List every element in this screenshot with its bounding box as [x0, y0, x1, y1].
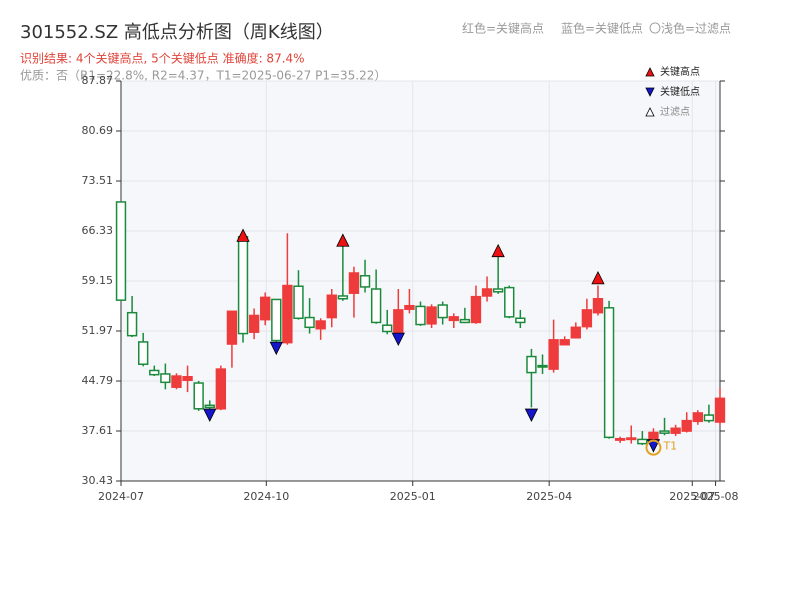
y-tick-label: 51.97	[82, 324, 114, 337]
candle-body	[559, 339, 570, 346]
candle-body	[226, 310, 238, 345]
candle-body	[570, 326, 581, 339]
x-tick-label: 2025-07	[669, 490, 715, 503]
candle-body	[515, 317, 526, 324]
candle-body	[437, 304, 448, 319]
key-point	[336, 233, 350, 247]
x-tick-label: 2025-01	[390, 490, 436, 503]
legend-symbol	[645, 107, 655, 117]
candle-body	[260, 296, 271, 321]
candle-body	[359, 275, 371, 288]
candle-body	[581, 309, 593, 328]
candle-body	[337, 295, 349, 300]
candle-body	[237, 236, 249, 335]
candle-body	[204, 404, 215, 409]
chart-subtitle: 识别结果: 4个关键高点, 5个关键低点 准确度: 87.4%	[20, 51, 305, 66]
candle-body	[681, 419, 692, 432]
candle-body	[603, 307, 615, 439]
x-tick-label: 2024-10	[243, 490, 289, 503]
y-tick-label: 30.43	[82, 474, 114, 487]
filtered-point	[645, 439, 662, 456]
candle-body	[182, 376, 193, 381]
candle-body	[648, 431, 659, 441]
x-tick-label: 2025-04	[526, 490, 572, 503]
filtered-label: T1	[662, 440, 677, 453]
legend-label: 关键低点	[660, 85, 700, 98]
top-legend: 〇浅色=过滤点	[649, 22, 731, 36]
y-tick-label: 87.87	[82, 74, 114, 87]
chart-note: 优质：否（R1=22.8%, R2=4.37，T1=2025-06-27 P1=…	[20, 69, 386, 83]
candle-body	[526, 355, 537, 374]
candle-body	[626, 437, 637, 441]
candle-body	[592, 298, 604, 314]
candle-body	[382, 324, 393, 333]
legend-label: 过滤点	[660, 105, 690, 118]
y-tick-label: 59.15	[82, 274, 114, 287]
candle-body	[492, 288, 504, 293]
candle-body	[703, 414, 715, 422]
candle-body	[171, 375, 182, 388]
candle-body	[126, 311, 138, 337]
candle-body	[149, 369, 160, 376]
candle-body	[637, 438, 648, 445]
key-point	[491, 243, 505, 258]
y-tick-label: 66.33	[82, 224, 114, 237]
candle-body	[504, 286, 515, 318]
key-point	[269, 341, 283, 356]
candle-body	[248, 314, 260, 333]
candle-body	[415, 305, 426, 326]
candle-body	[448, 316, 459, 322]
candle-body	[282, 284, 293, 344]
legend-symbol	[645, 67, 655, 77]
candle-body	[215, 368, 227, 410]
candle-body	[692, 412, 704, 423]
candle-body	[326, 294, 337, 319]
candle-body	[548, 339, 559, 370]
candle-body	[348, 272, 360, 294]
candle-body	[315, 320, 326, 330]
y-tick-label: 73.51	[82, 174, 114, 187]
legend-symbol	[645, 87, 655, 97]
candle-body	[459, 318, 471, 324]
x-tick-label: 2025-08	[693, 490, 739, 503]
candle-body	[271, 298, 282, 342]
x-tick-label: 2024-07	[98, 490, 144, 503]
candle-body	[537, 364, 548, 368]
candle-body	[304, 316, 315, 329]
y-tick-label: 44.79	[82, 374, 114, 387]
candle-body	[481, 288, 493, 297]
y-tick-label: 37.61	[82, 424, 114, 437]
candle-body	[293, 285, 304, 320]
candle-body	[670, 427, 681, 434]
candle-body	[404, 304, 415, 310]
legend-label: 关键高点	[660, 65, 700, 78]
top-legend: 红色=关键高点	[462, 21, 544, 36]
candle-body	[659, 430, 670, 434]
top-legend: 蓝色=关键低点	[561, 22, 643, 36]
y-tick-label: 80.69	[82, 124, 114, 137]
key-point	[524, 408, 539, 422]
candle-body	[426, 306, 437, 325]
candle-body	[393, 309, 404, 334]
candle-body	[160, 373, 171, 384]
candle-body	[470, 295, 482, 324]
key-point	[391, 332, 405, 347]
key-point	[591, 270, 605, 285]
candle-body	[370, 288, 382, 324]
candle-body	[137, 341, 149, 365]
candle-body	[614, 437, 626, 441]
candle-body	[115, 201, 127, 301]
key-point	[203, 408, 217, 422]
candle-body	[193, 382, 204, 410]
candle-body	[714, 397, 726, 423]
chart-title: 301552.SZ 高低点分析图（周K线图）	[20, 22, 334, 43]
key-point	[236, 228, 250, 242]
